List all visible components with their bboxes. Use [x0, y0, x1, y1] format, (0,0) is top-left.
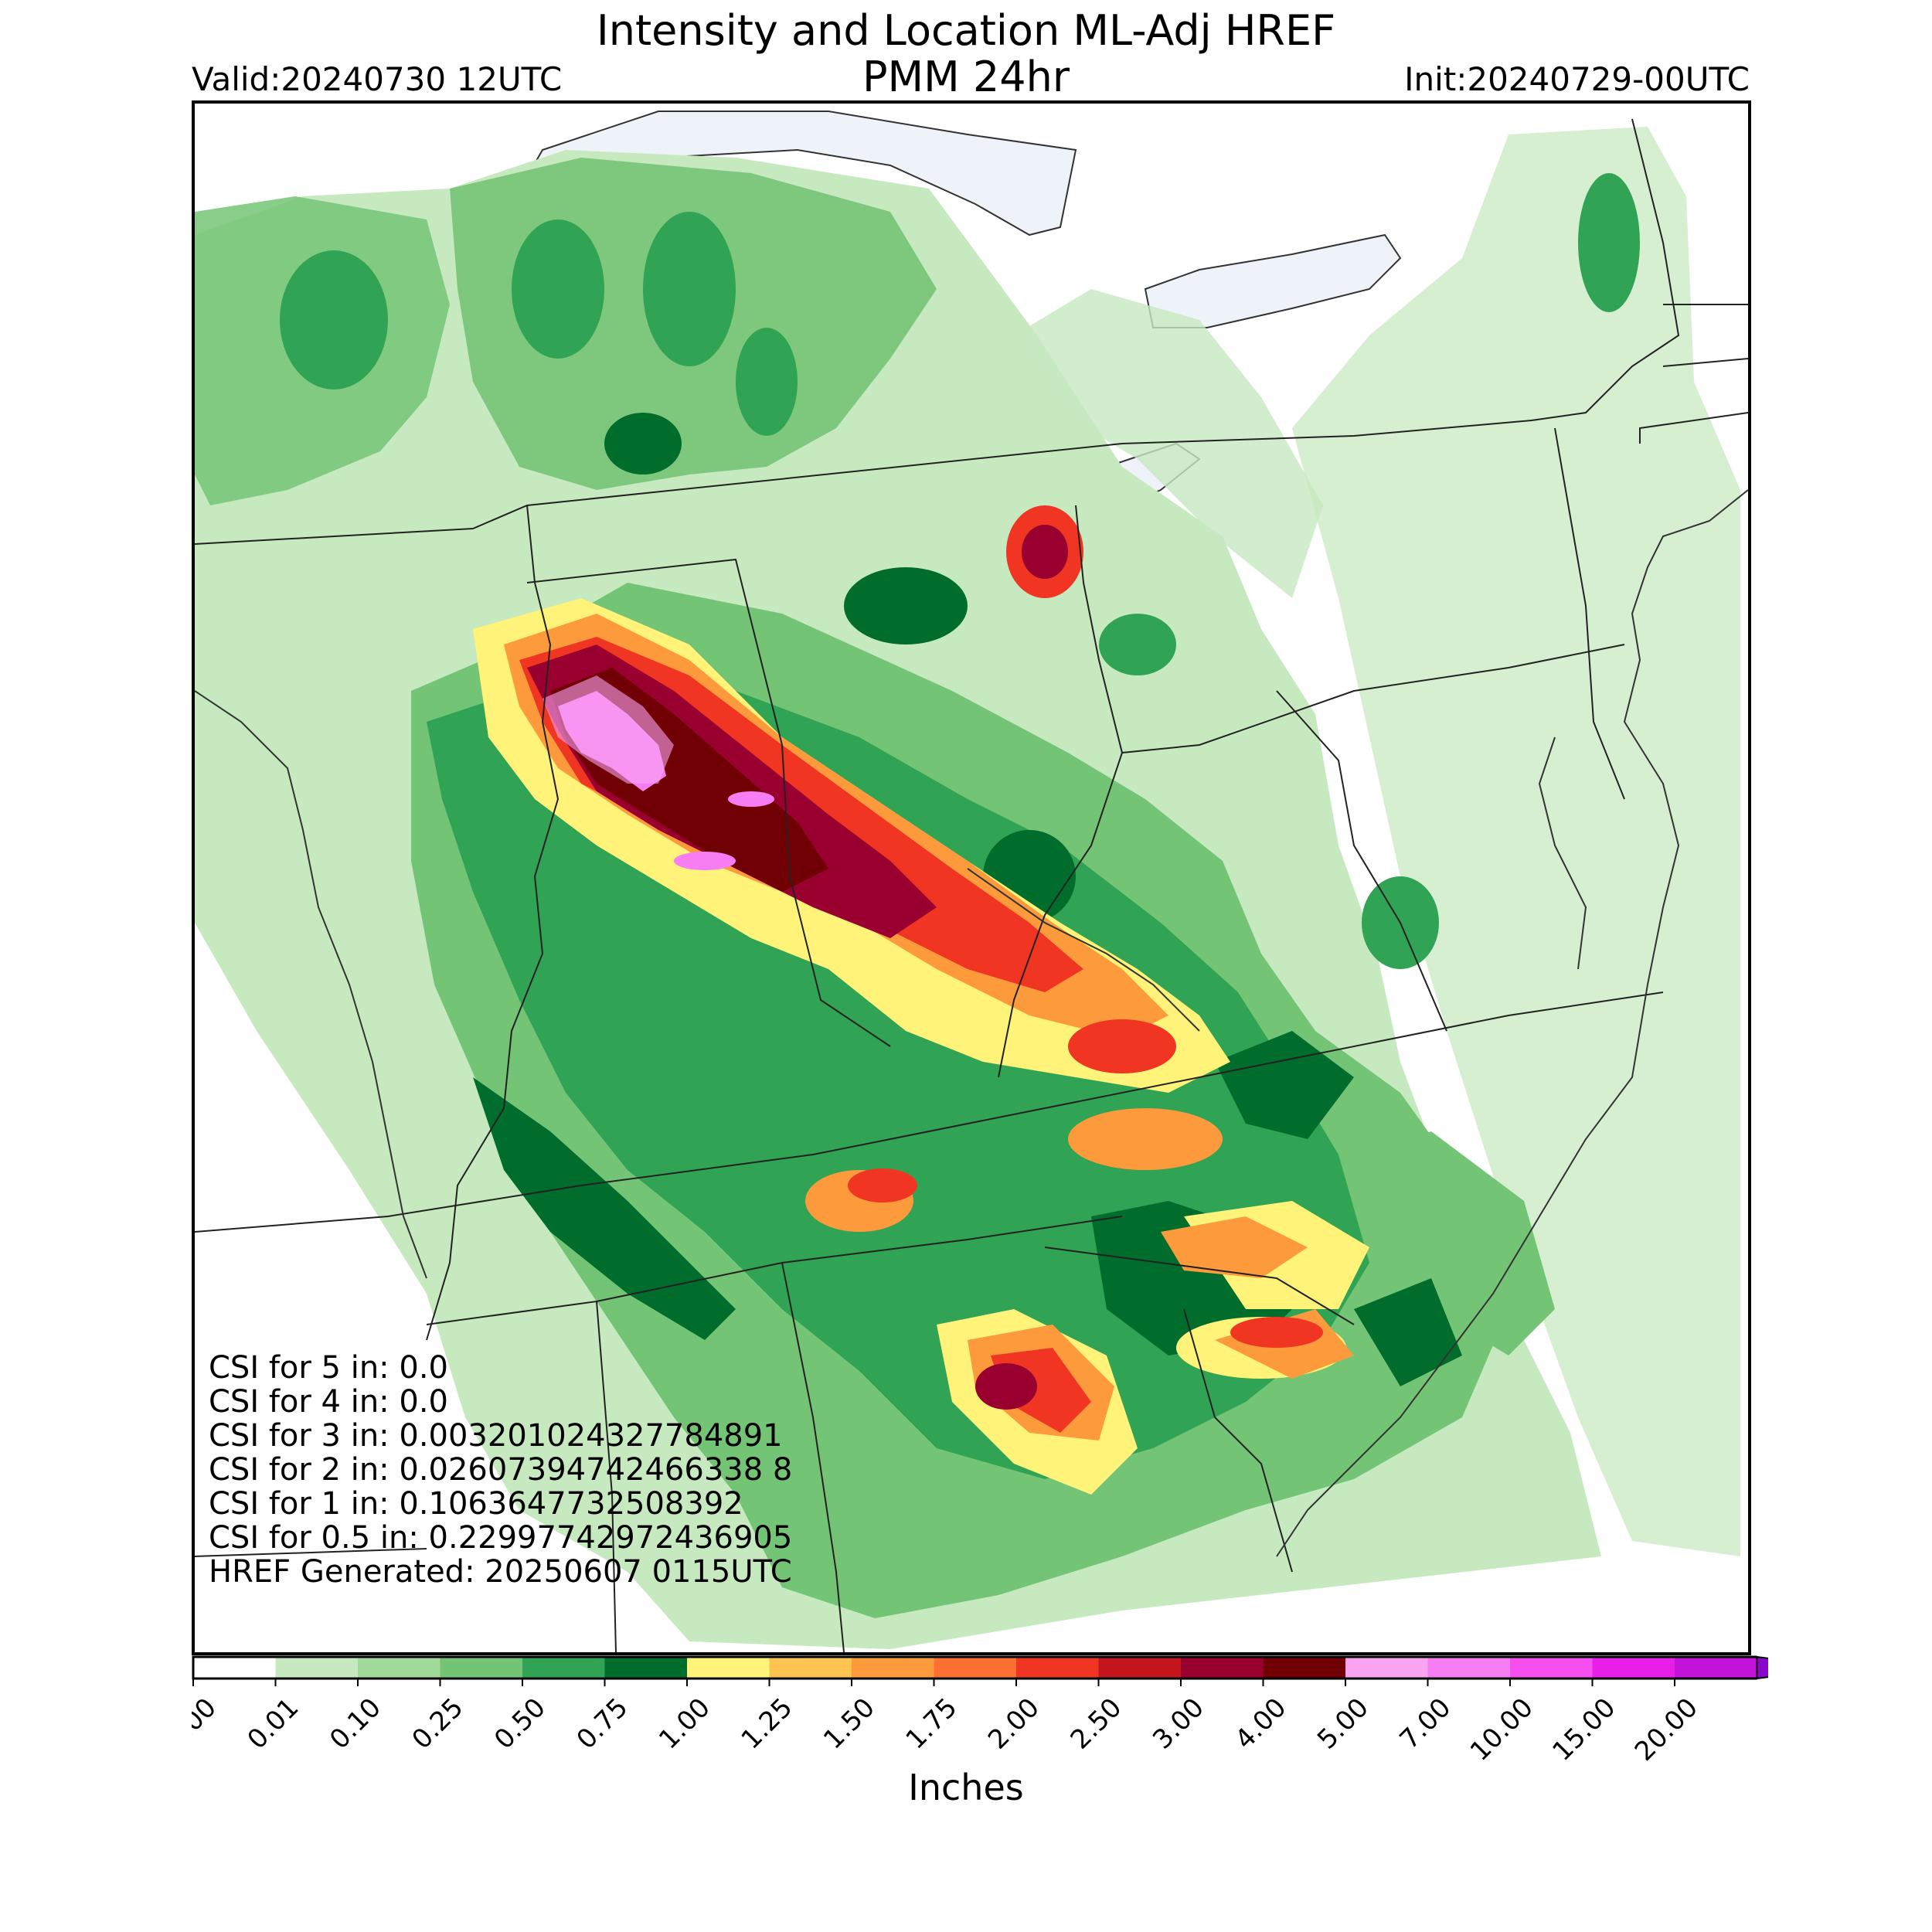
colorbar-swatch	[1427, 1657, 1510, 1679]
coastlines	[195, 489, 1748, 1557]
colorbar-tick-label: 20.00	[1629, 1692, 1704, 1764]
colorbar-extend-arrow	[1756, 1655, 1768, 1680]
colorbar-swatch	[1098, 1657, 1181, 1679]
colorbar-tick-label: 7.00	[1394, 1692, 1458, 1756]
colorbar-tick-label: 3.00	[1147, 1692, 1210, 1756]
valid-time: Valid:20240730 12UTC	[192, 60, 563, 98]
colorbar-tick-label: 1.00	[653, 1692, 716, 1756]
map-graphic	[195, 111, 1748, 1652]
colorbar-swatch	[1016, 1657, 1099, 1679]
colorbar-swatch	[440, 1657, 522, 1679]
chart-title: Intensity and Location ML-Adj HREF	[596, 6, 1336, 55]
colorbar-swatch	[522, 1657, 605, 1679]
colorbar-swatch	[275, 1657, 358, 1679]
stat-line: HREF Generated: 20250607 0115UTC	[209, 1554, 792, 1590]
colorbar-swatch	[1675, 1657, 1757, 1679]
colorbar-swatch	[1345, 1657, 1428, 1679]
lake-superior	[526, 111, 1077, 236]
precip-light-pink	[543, 675, 674, 784]
colorbar-tick-label: 0.50	[488, 1692, 552, 1756]
colorbar-swatch	[769, 1657, 852, 1679]
chart-subtitle: PMM 24hr	[862, 53, 1070, 101]
colorbar-tick-label: 2.00	[982, 1692, 1046, 1756]
colorbar-label: Inches	[908, 1767, 1024, 1808]
colorbar-outline	[192, 1655, 1757, 1680]
colorbar-tick-label: 10.00	[1464, 1692, 1539, 1764]
colorbar-swatch	[193, 1657, 276, 1679]
stat-line: CSI for 0.5 in: 0.22997742972436905	[209, 1520, 793, 1556]
colorbar-swatch	[358, 1657, 440, 1679]
colorbar-swatch	[1592, 1657, 1675, 1679]
colorbar-tick-label: 15.00	[1546, 1692, 1621, 1764]
colorbar-tick-label: 1.25	[736, 1692, 799, 1756]
colorbar-swatch	[852, 1657, 934, 1679]
colorbar-tick-label: 0.00	[192, 1692, 223, 1756]
colorbar-tick-label: 1.75	[900, 1692, 964, 1756]
stat-line: CSI for 4 in: 0.0	[209, 1384, 448, 1420]
colorbar-tick-label: 5.00	[1311, 1692, 1375, 1756]
colorbar-swatch	[1181, 1657, 1264, 1679]
stat-line: CSI for 3 in: 0.003201024327784891	[209, 1418, 783, 1454]
colorbar-tick-label: 0.10	[324, 1692, 387, 1756]
stat-line: CSI for 2 in: 0.02607394742466338 8	[209, 1452, 793, 1488]
colorbar-swatch	[687, 1657, 770, 1679]
stat-line: CSI for 5 in: 0.0	[209, 1350, 448, 1386]
colorbar-tick-label: 0.75	[571, 1692, 634, 1756]
colorbar-tick-label: 1.50	[818, 1692, 881, 1756]
csi-stats: CSI for 5 in: 0.0 CSI for 4 in: 0.0 CSI …	[209, 1351, 792, 1589]
colorbar-tick-label: 0.25	[406, 1692, 470, 1756]
colorbar-swatch	[604, 1657, 687, 1679]
colorbar-tick-label: 0.01	[242, 1692, 305, 1756]
lake-ontario	[1144, 233, 1402, 328]
colorbar-tick-label: 2.50	[1065, 1692, 1128, 1756]
colorbar-swatch	[1263, 1657, 1345, 1679]
colorbar: 0.00 0.01 0.10 0.25 0.50 0.75 1.00 1.25 1.50 1.75…	[192, 1655, 1768, 1764]
colorbar-swatch	[934, 1657, 1016, 1679]
colorbar-tick-label: 4.00	[1230, 1692, 1293, 1756]
stat-line: CSI for 1 in: 0.1063647732508392	[209, 1486, 743, 1522]
init-time: Init:20240729-00UTC	[1404, 60, 1750, 98]
political-boundaries	[195, 118, 1748, 1652]
precip-darkest-green	[473, 413, 1462, 1386]
colorbar-swatch	[1510, 1657, 1593, 1679]
precipitation-map	[192, 100, 1751, 1655]
